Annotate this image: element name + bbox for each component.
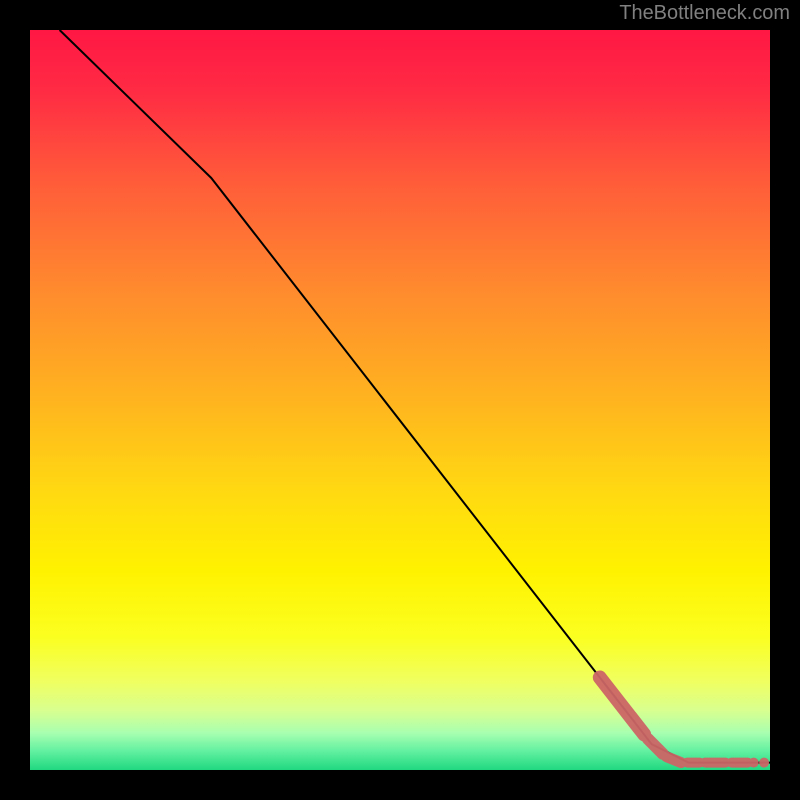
plot-area: [30, 30, 770, 770]
watermark-text: TheBottleneck.com: [619, 2, 790, 25]
chart-frame: TheBottleneck.com: [0, 0, 800, 800]
chart-svg: [30, 30, 770, 770]
chart-background: [30, 30, 770, 770]
